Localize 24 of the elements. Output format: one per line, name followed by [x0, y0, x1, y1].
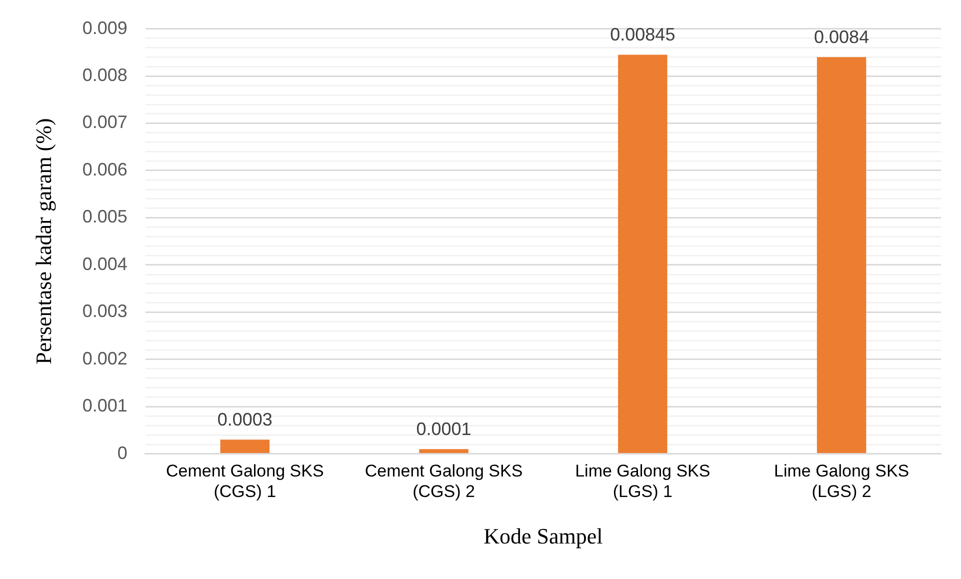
y-tick-label: 0: [117, 442, 128, 463]
y-tick-label: 0.001: [82, 396, 128, 416]
bar: [618, 54, 668, 454]
x-tick-label: Cement Galong SKS (CGS) 1: [166, 462, 324, 502]
y-axis-title: Persentase kadar garam (%): [30, 118, 56, 364]
y-tick-label: 0.009: [82, 18, 128, 38]
x-tick-label: Cement Galong SKS (CGS) 2: [364, 462, 523, 502]
bar: [419, 449, 468, 454]
x-axis-title: Kode Sampel: [484, 524, 603, 549]
data-label: 0.0001: [416, 419, 472, 440]
y-tick-label: 0.007: [82, 112, 128, 132]
y-tick-label: 0.006: [82, 159, 128, 180]
x-tick-label: Lime Galong SKS (LGS) 2: [774, 462, 910, 502]
y-tick-label: 0.002: [82, 348, 128, 368]
x-tick-label: Lime Galong SKS (LGS) 1: [575, 462, 710, 502]
bar: [220, 440, 270, 454]
y-tick-label: 0.008: [82, 64, 128, 85]
data-label: 0.0084: [814, 27, 870, 48]
y-tick-label: 0.005: [82, 206, 128, 227]
y-tick-label: 0.004: [82, 254, 128, 274]
data-label: 0.0003: [217, 410, 272, 430]
y-tick-label: 0.003: [82, 301, 128, 322]
data-label: 0.00845: [610, 24, 676, 45]
bar: [816, 57, 866, 454]
